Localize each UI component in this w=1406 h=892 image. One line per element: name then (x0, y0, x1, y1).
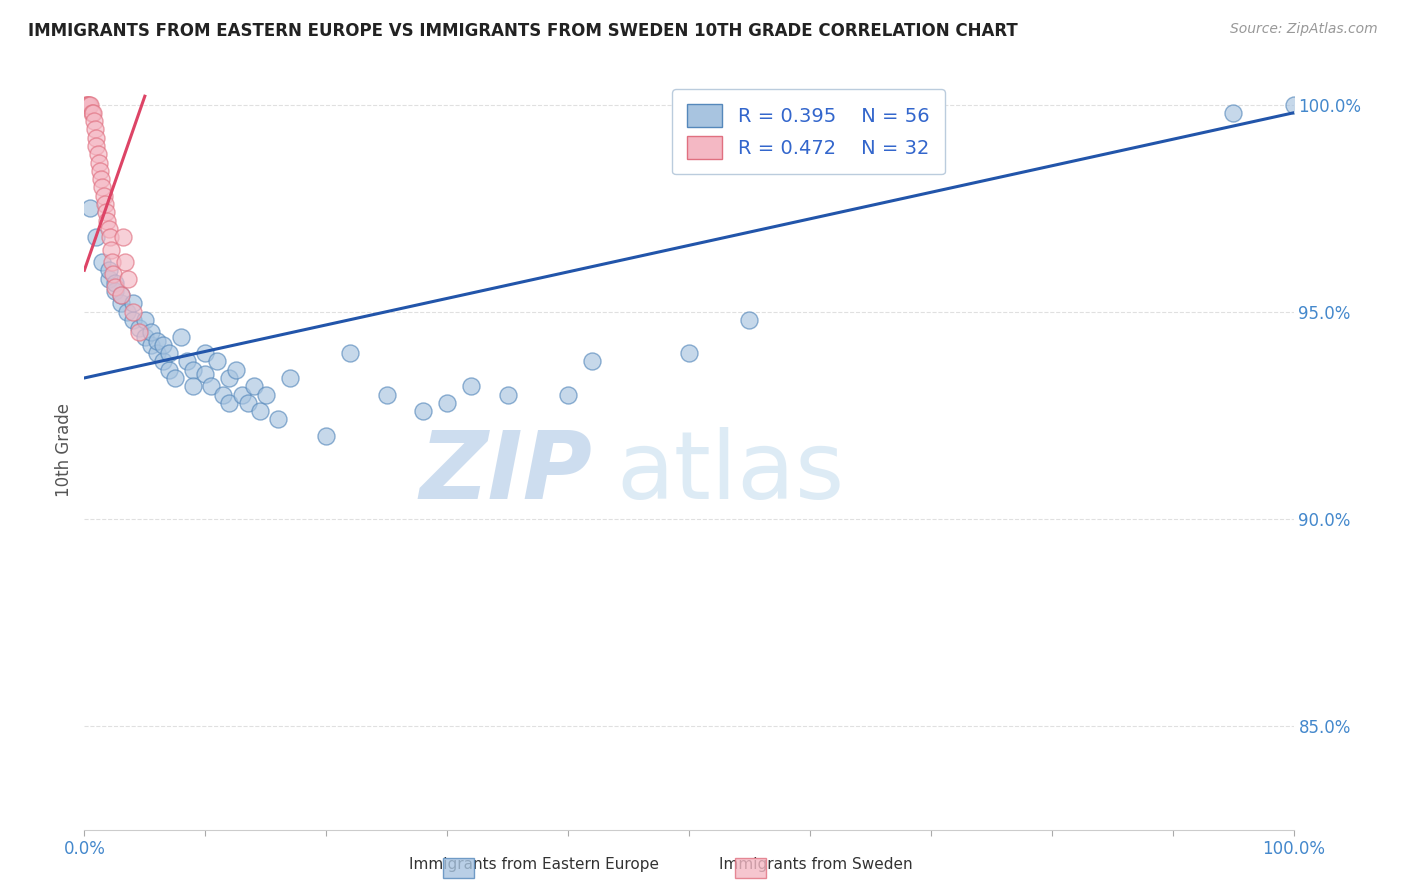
Point (181, 379, 204, 393)
Point (91, 180, 114, 194)
Point (460, 379, 482, 393)
Point (82, 105, 104, 120)
Point (134, 329, 156, 343)
Point (77, 97, 100, 112)
Point (146, 346, 169, 360)
Point (114, 255, 136, 269)
Point (176, 354, 198, 368)
Point (104, 284, 127, 298)
Point (1282, 97, 1305, 112)
Text: IMMIGRANTS FROM EASTERN EUROPE VS IMMIGRANTS FROM SWEDEN 10TH GRADE CORRELATION : IMMIGRANTS FROM EASTERN EUROPE VS IMMIGR… (28, 22, 1018, 40)
Point (236, 396, 259, 410)
Point (194, 346, 217, 360)
Point (79, 97, 101, 112)
Point (100, 243, 122, 257)
Point (436, 396, 458, 410)
Point (94, 205, 117, 219)
Point (104, 276, 127, 290)
Point (75, 97, 97, 112)
Point (117, 271, 139, 285)
Point (557, 387, 579, 401)
Point (278, 371, 301, 385)
Point (94, 197, 117, 211)
Text: ZIP: ZIP (419, 427, 592, 519)
Point (181, 362, 204, 376)
Point (80, 105, 103, 120)
Point (98, 230, 121, 244)
Point (157, 346, 180, 360)
Point (97, 222, 120, 236)
Point (1222, 105, 1244, 120)
Point (738, 313, 761, 327)
Point (225, 362, 247, 376)
Point (93, 188, 115, 202)
Point (91, 255, 114, 269)
Point (77, 97, 100, 112)
Point (218, 396, 240, 410)
Point (581, 354, 603, 368)
Point (231, 387, 253, 401)
Point (101, 255, 124, 269)
Point (97, 271, 120, 285)
Point (86, 147, 108, 161)
Point (83, 114, 105, 128)
Point (207, 354, 229, 368)
Point (152, 354, 174, 368)
Point (87, 155, 110, 169)
Point (242, 379, 264, 393)
Point (110, 288, 132, 302)
Point (170, 329, 193, 343)
Point (412, 404, 434, 418)
Point (194, 367, 217, 381)
Point (79, 201, 101, 215)
Point (112, 230, 135, 244)
Point (249, 404, 271, 418)
Point (104, 280, 127, 294)
Point (103, 268, 125, 282)
Point (496, 387, 519, 401)
Point (86, 139, 108, 153)
Point (315, 429, 337, 443)
Point (96, 213, 118, 227)
Point (218, 371, 240, 385)
Point (90, 172, 112, 186)
Point (678, 346, 700, 360)
Point (76, 97, 98, 112)
Y-axis label: 10th Grade: 10th Grade (55, 403, 73, 498)
Legend: R = 0.395    N = 56, R = 0.472    N = 32: R = 0.395 N = 56, R = 0.472 N = 32 (672, 88, 945, 175)
Text: Immigrants from Eastern Europe: Immigrants from Eastern Europe (409, 857, 659, 872)
Point (128, 321, 150, 335)
Point (200, 379, 222, 393)
Point (165, 371, 187, 385)
Point (86, 130, 108, 145)
Point (121, 296, 143, 310)
Point (86, 230, 108, 244)
Point (139, 338, 162, 352)
Point (84, 122, 107, 136)
Point (89, 163, 111, 178)
Point (146, 334, 169, 348)
Point (115, 304, 138, 318)
Point (152, 338, 174, 352)
Text: Immigrants from Sweden: Immigrants from Sweden (718, 857, 912, 872)
Point (121, 313, 143, 327)
Point (212, 387, 235, 401)
Point (134, 313, 156, 327)
Point (375, 387, 398, 401)
Point (157, 362, 180, 376)
Point (139, 326, 162, 340)
Point (110, 296, 132, 310)
Point (110, 288, 132, 302)
Text: Source: ZipAtlas.com: Source: ZipAtlas.com (1230, 22, 1378, 37)
Point (128, 326, 150, 340)
Point (121, 304, 143, 318)
Point (97, 263, 120, 277)
Point (267, 412, 290, 426)
Point (254, 387, 277, 401)
Point (339, 346, 361, 360)
Text: atlas: atlas (616, 427, 845, 519)
